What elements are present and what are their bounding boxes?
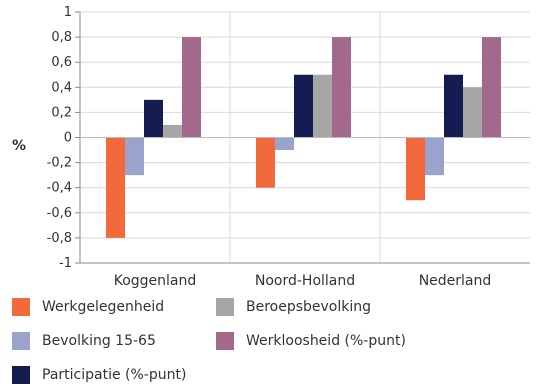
- y-tick-label: 0,2: [51, 105, 72, 120]
- legend-item: Bevolking 15-65: [12, 332, 156, 350]
- y-tick-label: -0,6: [47, 206, 72, 221]
- bar: [182, 37, 201, 138]
- bar: [463, 87, 482, 138]
- legend-item: Werkloosheid (%-punt): [216, 332, 406, 350]
- legend-item: Werkgelegenheid: [12, 298, 164, 316]
- y-tick-label: -0,4: [47, 181, 72, 196]
- bar: [275, 137, 294, 151]
- bar: [482, 37, 501, 138]
- bars: [106, 37, 501, 238]
- y-tick-label: 0,6: [51, 55, 72, 70]
- y-axis-ticks: 1 0,8 0,6 0,4 0,2 0 -0,2 -0,4 -0,6 -0,8 -1: [47, 5, 80, 271]
- bar: [425, 137, 444, 176]
- bar: [163, 124, 182, 138]
- legend-swatch: [12, 332, 30, 350]
- legend-label: Beroepsbevolking: [246, 299, 372, 315]
- category-labels: Koggenland Noord-Holland Nederland: [114, 273, 492, 289]
- bar-chart: 1 0,8 0,6 0,4 0,2 0 -0,2 -0,4 -0,6 -0,8 -1 % Kogge…: [12, 5, 530, 289]
- y-tick-label: -0,8: [47, 231, 72, 246]
- y-tick-label: -1: [59, 256, 72, 271]
- bar: [332, 37, 351, 138]
- y-tick-label: 1: [64, 5, 72, 20]
- y-tick-label: -0,2: [47, 156, 72, 171]
- legend-label: Bevolking 15-65: [42, 333, 156, 349]
- y-tick-label: 0,8: [51, 30, 72, 45]
- legend-swatch: [12, 366, 30, 384]
- x-tick-label: Noord-Holland: [255, 273, 355, 289]
- legend-item: Participatie (%-punt): [12, 366, 186, 384]
- bar: [294, 74, 313, 138]
- bar: [444, 74, 463, 138]
- bar: [406, 137, 425, 201]
- bar: [125, 137, 144, 176]
- legend-label: Werkgelegenheid: [42, 299, 165, 315]
- y-tick-label: 0: [64, 131, 72, 146]
- axes: [79, 12, 530, 264]
- legend-swatch: [216, 298, 234, 316]
- y-axis-label: %: [12, 138, 26, 154]
- bar: [106, 137, 125, 238]
- legend-swatch: [216, 332, 234, 350]
- legend-label: Participatie (%-punt): [42, 367, 187, 383]
- x-tick-label: Nederland: [419, 273, 492, 289]
- x-tick-label: Koggenland: [114, 273, 197, 289]
- legend-item: Beroepsbevolking: [216, 298, 371, 316]
- legend-label: Werkloosheid (%-punt): [246, 333, 406, 349]
- bar: [313, 74, 332, 138]
- legend: Werkgelegenheid Bevolking 15-65 Participat…: [0, 292, 541, 392]
- bar: [144, 99, 163, 138]
- bar: [256, 137, 275, 188]
- legend-swatch: [12, 298, 30, 316]
- y-tick-label: 0,4: [51, 80, 72, 95]
